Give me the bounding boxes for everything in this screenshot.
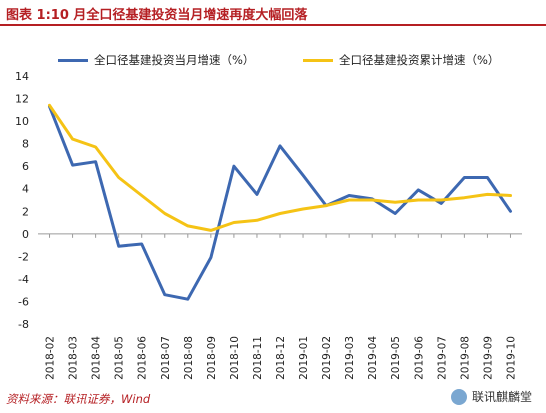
y-tick-label: -6 (18, 295, 29, 308)
x-tick-label: 2019-09 (482, 336, 494, 380)
y-tick-label: 8 (22, 138, 29, 151)
y-tick-label: -8 (18, 318, 29, 331)
x-tick-label: 2018-10 (229, 336, 241, 380)
x-tick-label: 2018-07 (160, 336, 172, 380)
x-tick-label: 2019-04 (367, 336, 379, 380)
watermark: 联讯麒麟堂 (450, 388, 532, 405)
x-tick-label: 2019-03 (344, 336, 356, 380)
series-line-cumulative (48, 103, 512, 232)
wechat-icon (450, 388, 467, 405)
y-tick-label: -4 (18, 273, 29, 286)
legend-swatch-monthly (58, 58, 88, 62)
series-line-monthly (48, 104, 512, 301)
x-tick-label: 2018-04 (91, 336, 103, 380)
x-tick-label: 2018-05 (114, 336, 126, 380)
legend: 全口径基建投资当月增速（%） 全口径基建投资累计增速（%） (58, 52, 528, 68)
y-tick-label: 6 (22, 160, 29, 173)
legend-item-cumulative: 全口径基建投资累计增速（%） (303, 52, 499, 68)
x-tick-label: 2018-12 (275, 336, 287, 380)
y-tick-label: 12 (15, 93, 29, 106)
legend-label-cumulative: 全口径基建投资累计增速（%） (339, 53, 500, 67)
y-tick-label: -2 (18, 250, 29, 263)
x-tick-label: 2019-01 (298, 336, 310, 380)
x-tick-label: 2018-08 (183, 336, 195, 380)
x-tick-label: 2019-10 (505, 336, 517, 380)
legend-swatch-cumulative (303, 58, 333, 62)
y-tick-label: 0 (22, 228, 29, 241)
x-tick-label: 2018-11 (252, 336, 264, 380)
title-rule (0, 24, 546, 26)
figure-title: 图表 1:10 月全口径基建投资当月增速再度大幅回落 (6, 8, 308, 23)
x-tick-label: 2019-08 (459, 336, 471, 380)
x-tick-label: 2019-05 (390, 336, 402, 380)
y-tick-label: 2 (22, 205, 29, 218)
watermark-text: 联讯麒麟堂 (471, 390, 532, 404)
y-tick-label: 14 (15, 70, 29, 83)
x-tick-label: 2018-02 (45, 336, 57, 380)
x-tick-label: 2018-06 (137, 336, 149, 380)
y-tick-label: 10 (15, 115, 29, 128)
x-tick-label: 2019-02 (321, 336, 333, 380)
legend-item-monthly: 全口径基建投资当月增速（%） (58, 52, 254, 68)
y-tick-label: 4 (22, 183, 29, 196)
legend-label-monthly: 全口径基建投资当月增速（%） (94, 53, 255, 67)
x-tick-label: 2019-07 (436, 336, 448, 380)
x-tick-label: 2018-03 (68, 336, 80, 380)
source-note: 资料来源：联讯证券，Wind (6, 392, 151, 406)
x-tick-label: 2018-09 (206, 336, 218, 380)
x-tick-label: 2019-06 (413, 336, 425, 380)
